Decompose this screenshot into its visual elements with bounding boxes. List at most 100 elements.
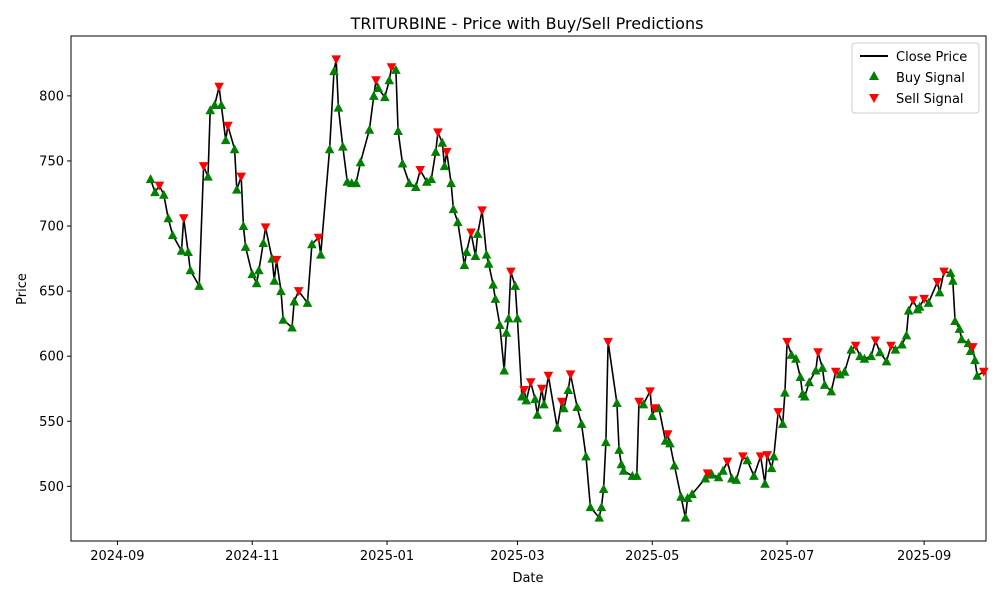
buy-signal-marker [150,187,160,197]
legend-buy-signal: Buy Signal [896,71,965,86]
buy-signal-marker [439,161,450,171]
sell-signal-marker [762,451,772,461]
buy-signal-marker [760,478,770,488]
buy-signal-marker [404,178,414,188]
sell-signal-marker [525,378,536,388]
buy-signal-marker [315,249,326,259]
legend-buy-marker [869,71,879,80]
y-tick-label: 800 [39,89,64,104]
buy-signal-marker [539,399,549,409]
buy-signal-marker [364,124,375,134]
buy-signal-marker [766,463,777,473]
buy-signal-marker [459,260,470,270]
buy-signal-marker [811,365,821,375]
sell-signal-marker [932,277,943,287]
buy-signal-marker [687,489,697,499]
sell-signal-marker [870,336,881,346]
sell-signal-marker [260,223,271,233]
buy-signal-marker [654,403,664,413]
legend-sell-signal: Sell Signal [896,92,964,107]
buy-signal-marker [680,512,691,522]
buy-signal-marker [481,249,492,259]
buy-signal-marker [167,230,178,240]
x-axis: 2024-09 2024-11 2025-01 2025-03 2025-05 2025-… [90,541,951,564]
sell-signal-marker [415,166,426,176]
buy-signal-marker [251,278,262,288]
sell-signal-marker [755,452,766,462]
sell-signal-marker [236,172,246,182]
buy-signal-marker [669,460,680,470]
sell-signal-marker [178,214,189,224]
buy-signal-marker [254,265,264,275]
buy-signal-marker [638,399,649,409]
buy-signal-marker [530,394,540,404]
buy-signal-marker [903,305,914,315]
sell-signal-marker [813,348,823,358]
sell-signal-marker [536,384,547,394]
x-tick-label: 2025-03 [490,549,544,564]
buy-signal-marker [247,269,258,279]
buy-signal-marker [598,483,609,493]
x-tick-label: 2025-05 [625,549,679,564]
sell-signal-marker [293,287,304,297]
buy-signal-marker [791,353,801,363]
x-tick-label: 2025-07 [760,549,814,564]
y-axis: 500 550 600 650 700 750 800 [39,89,71,495]
buy-signal-marker [278,314,288,324]
sell-signal-marker [214,82,224,92]
y-tick-label: 700 [39,220,64,235]
buy-signal-marker [238,221,249,231]
buy-signal-marker [817,362,828,372]
buy-signal-marker [422,176,432,186]
sell-signal-marker [978,367,989,377]
sell-signal-marker [386,63,397,73]
buy-signal-marker [713,472,724,482]
buy-signal-marker [581,451,591,461]
buy-signal-marker [572,401,582,411]
sell-signal-marker [519,386,529,396]
sell-signal-marker [634,397,644,407]
buy-signal-marker [616,459,627,469]
chart-title: TRITURBINE - Price with Buy/Sell Predict… [350,14,704,33]
buy-signal-marker [446,178,456,188]
buy-signal-marker [517,391,527,401]
buy-signal-marker [826,386,837,396]
buy-signal-marker [718,465,728,475]
legend: Close Price Buy Signal Sell Signal [851,42,980,114]
buy-signal-marker [665,438,675,448]
buy-signal-marker [970,355,980,365]
buy-signals [145,64,982,522]
buy-signal-marker [355,157,366,167]
buy-signal-marker [329,66,339,76]
buy-signal-marker [934,287,945,297]
buy-signal-marker [923,297,934,307]
sell-signal-marker [477,206,487,216]
legend-box [851,42,980,114]
buy-signal-marker [302,297,313,307]
buy-signal-marker [437,137,448,147]
buy-signal-marker [859,353,870,363]
buy-signal-marker [287,322,297,332]
buy-signal-marker [380,92,390,102]
sell-signal-marker [331,55,342,65]
buy-signal-marker [426,174,437,184]
buy-signal-marker [470,250,481,260]
buy-signal-marker [410,181,421,191]
buy-signal-marker [220,135,231,145]
buy-signal-marker [276,286,286,296]
buy-signal-marker [749,470,759,480]
sell-signal-marker [198,162,209,172]
buy-signal-marker [777,418,788,428]
sell-signal-marker [722,457,733,467]
buy-signal-marker [614,444,624,454]
buy-signal-marker [205,105,216,115]
x-tick-label: 2025-01 [360,549,414,564]
x-tick-label: 2024-09 [90,549,144,564]
sell-signal-marker [556,397,567,407]
x-tick-label: 2025-09 [897,549,951,564]
buy-signal-marker [338,141,348,151]
buy-signal-marker [881,356,892,366]
buy-signal-marker [159,189,169,199]
buy-signal-marker [397,158,408,168]
